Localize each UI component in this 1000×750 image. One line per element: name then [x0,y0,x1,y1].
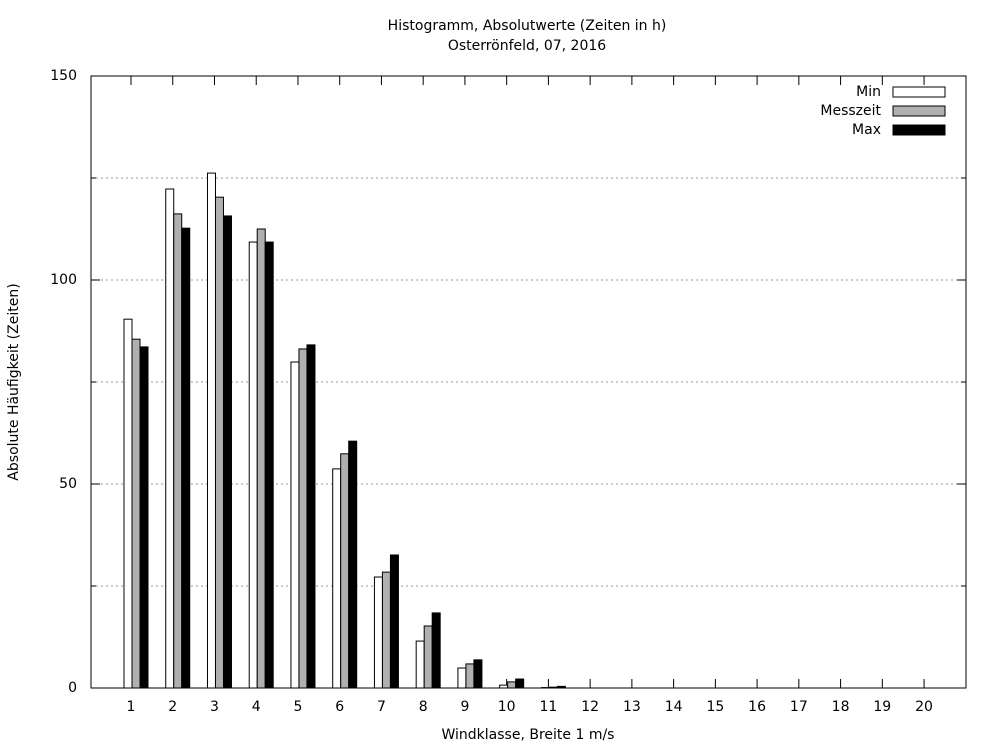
x-tick-label: 16 [748,699,766,715]
bar [306,344,316,689]
bar [139,346,149,689]
x-tick-label: 12 [581,699,599,715]
bar [214,196,224,689]
bar [173,213,183,689]
bar [499,684,509,689]
legend-label: Min [856,84,881,100]
x-tick-label: 13 [623,699,641,715]
bar [373,576,383,689]
x-tick-label: 3 [210,699,219,715]
bar [248,241,258,689]
bar [507,681,517,689]
bar [222,215,232,689]
y-tick-label: 50 [59,476,77,492]
bar [206,172,216,689]
bar [465,663,475,689]
legend-label: Max [852,122,881,138]
bar [389,554,399,689]
x-axis-label: Windklasse, Breite 1 m/s [442,727,615,743]
bar [473,659,483,689]
x-tick-label: 8 [419,699,428,715]
bar [415,640,425,689]
x-tick-label: 15 [706,699,724,715]
bar [264,241,274,689]
bar [381,571,391,689]
x-tick-label: 10 [498,699,516,715]
bar [181,227,191,689]
x-tick-label: 9 [460,699,469,715]
bar [165,188,175,689]
bar [457,667,467,689]
bar [548,686,558,689]
y-tick-label: 150 [50,68,77,84]
chart-title: Histogramm, Absolutwerte (Zeiten in h) [388,18,667,34]
y-tick-label: 100 [50,272,77,288]
bar [556,685,566,689]
bar [340,453,350,689]
x-tick-label: 17 [790,699,808,715]
x-tick-label: 14 [665,699,683,715]
x-tick-label: 18 [832,699,850,715]
x-tick-label: 1 [127,699,136,715]
bar [332,468,342,689]
bar [298,348,308,689]
bar [423,625,433,689]
bar [256,228,266,689]
x-tick-label: 19 [873,699,891,715]
x-tick-label: 6 [335,699,344,715]
x-tick-label: 4 [252,699,261,715]
legend-swatch [892,124,946,136]
bar [431,612,441,689]
legend-swatch [892,105,946,117]
y-tick-label: 0 [68,680,77,696]
bar [131,338,141,689]
bar [515,678,525,689]
x-tick-label: 7 [377,699,386,715]
legend-swatch [892,86,946,98]
x-tick-label: 2 [168,699,177,715]
x-tick-label: 5 [293,699,302,715]
x-tick-label: 11 [539,699,557,715]
bar [123,318,133,689]
bar [290,361,300,689]
legend-label: Messzeit [820,103,881,119]
x-tick-label: 20 [915,699,933,715]
chart-subtitle: Osterrönfeld, 07, 2016 [448,38,606,54]
y-axis-label: Absolute Häufigkeit (Zeiten) [6,283,22,480]
bar [348,440,358,689]
